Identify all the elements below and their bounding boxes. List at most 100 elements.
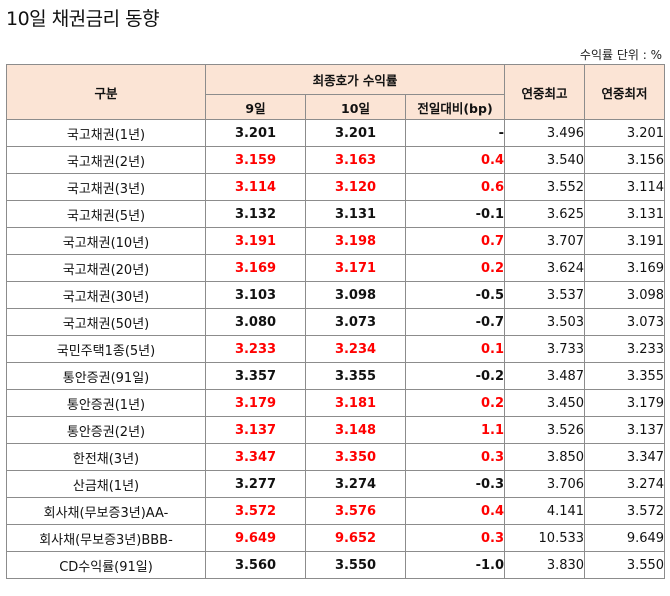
row-name: 회사채(무보증3년)AA- — [6, 497, 206, 525]
row-day10-yield: 3.550 — [305, 551, 406, 579]
header-day10: 10일 — [305, 94, 406, 120]
row-year-low: 3.274 — [584, 470, 666, 498]
header-year-high: 연중최고 — [504, 64, 586, 120]
row-year-high: 3.733 — [504, 335, 586, 363]
row-year-high: 3.850 — [504, 443, 586, 471]
row-day10-yield: 9.652 — [305, 524, 406, 552]
row-year-low: 3.347 — [584, 443, 666, 471]
row-year-low: 3.169 — [584, 254, 666, 282]
row-year-high: 3.496 — [504, 119, 586, 147]
row-day10-yield: 3.234 — [305, 335, 406, 363]
row-year-high: 4.141 — [504, 497, 586, 525]
table-body: 국고채권(1년) 3.201 3.201-3.496 3.201 국고채권(2년) 3.1… — [6, 119, 666, 579]
header-year-low: 연중최저 — [584, 64, 666, 120]
row-year-low: 3.098 — [584, 281, 666, 309]
row-name: 국민주택1종(5년) — [6, 335, 206, 363]
row-day9-yield: 9.649 — [205, 524, 306, 552]
table-row: 통안증권(91일) 3.357 3.355 -0.2 3.487 3.355 — [6, 362, 666, 390]
row-day9-yield: 3.169 — [205, 254, 306, 282]
row-year-low: 3.355 — [584, 362, 666, 390]
table-row: 국고채권(30년) 3.103 3.098 -0.5 3.537 3.098 — [6, 281, 666, 309]
row-year-low: 3.073 — [584, 308, 666, 336]
row-name: 한전채(3년) — [6, 443, 206, 471]
row-year-low: 3.191 — [584, 227, 666, 255]
row-day10-yield: 3.201 — [305, 119, 406, 147]
row-year-high: 3.526 — [504, 416, 586, 444]
row-year-high: 3.540 — [504, 146, 586, 174]
row-year-low: 3.131 — [584, 200, 666, 228]
table-row: 국고채권(3년) 3.114 3.120 0.6 3.552 3.114 — [6, 173, 666, 201]
subheader-row: 9일 10일 전일대비(bp) — [7, 94, 665, 120]
row-year-low: 3.156 — [584, 146, 666, 174]
table-row: 국고채권(1년) 3.201 3.201-3.496 3.201 — [6, 119, 666, 147]
row-name: CD수익률(91일) — [6, 551, 206, 579]
row-year-high: 10.533 — [504, 524, 586, 552]
row-day10-yield: 3.274 — [305, 470, 406, 498]
row-year-high: 3.624 — [504, 254, 586, 282]
row-year-high: 3.503 — [504, 308, 586, 336]
row-year-low: 9.649 — [584, 524, 666, 552]
row-year-high: 3.487 — [504, 362, 586, 390]
row-change: 0.4 — [404, 146, 506, 174]
row-day9-yield: 3.114 — [205, 173, 306, 201]
row-change: 0.3 — [404, 443, 506, 471]
row-year-low: 3.179 — [584, 389, 666, 417]
table-row: 국고채권(10년) 3.191 3.198 0.7 3.707 3.191 — [6, 227, 666, 255]
row-day9-yield: 3.201 — [205, 119, 306, 147]
row-name: 국고채권(3년) — [6, 173, 206, 201]
table-row: 국고채권(20년) 3.169 3.171 0.2 3.624 3.169 — [6, 254, 666, 282]
page-title: 10일 채권금리 동향 — [6, 8, 160, 30]
header-day9: 9일 — [205, 94, 306, 120]
row-day10-yield: 3.120 — [305, 173, 406, 201]
row-change: 0.7 — [404, 227, 506, 255]
row-name: 국고채권(5년) — [6, 200, 206, 228]
row-day9-yield: 3.347 — [205, 443, 306, 471]
table-row: 국고채권(5년) 3.132 3.131 -0.1 3.625 3.131 — [6, 200, 666, 228]
row-change: - — [404, 119, 506, 147]
row-day10-yield: 3.576 — [305, 497, 406, 525]
row-name: 국고채권(2년) — [6, 146, 206, 174]
row-year-high: 3.552 — [504, 173, 586, 201]
table-row: 통안증권(2년) 3.137 3.148 1.1 3.526 3.137 — [6, 416, 666, 444]
row-day9-yield: 3.277 — [205, 470, 306, 498]
row-year-low: 3.114 — [584, 173, 666, 201]
row-day10-yield: 3.350 — [305, 443, 406, 471]
row-change: 0.3 — [404, 524, 506, 552]
row-name: 회사채(무보증3년)BBB- — [6, 524, 206, 552]
row-day9-yield: 3.080 — [205, 308, 306, 336]
row-year-low: 3.201 — [584, 119, 666, 147]
table-row: 회사채(무보증3년)AA- 3.572 3.576 0.4 4.141 3.572 — [6, 497, 666, 525]
row-day9-yield: 3.179 — [205, 389, 306, 417]
row-year-high: 3.537 — [504, 281, 586, 309]
row-change: -0.2 — [404, 362, 506, 390]
row-day9-yield: 3.572 — [205, 497, 306, 525]
row-day10-yield: 3.355 — [305, 362, 406, 390]
row-name: 국고채권(30년) — [6, 281, 206, 309]
row-year-low: 3.233 — [584, 335, 666, 363]
row-name: 국고채권(50년) — [6, 308, 206, 336]
row-day9-yield: 3.357 — [205, 362, 306, 390]
row-day9-yield: 3.132 — [205, 200, 306, 228]
unit-note: 수익률 단위 : % — [579, 48, 662, 62]
table-row: 한전채(3년) 3.347 3.350 0.3 3.850 3.347 — [6, 443, 666, 471]
row-day10-yield: 3.198 — [305, 227, 406, 255]
row-change: 0.2 — [404, 389, 506, 417]
row-name: 국고채권(20년) — [6, 254, 206, 282]
row-name: 통안증권(91일) — [6, 362, 206, 390]
row-change: -0.1 — [404, 200, 506, 228]
row-day10-yield: 3.148 — [305, 416, 406, 444]
row-change: -0.5 — [404, 281, 506, 309]
row-change: 0.6 — [404, 173, 506, 201]
row-year-high: 3.830 — [504, 551, 586, 579]
row-year-high: 3.706 — [504, 470, 586, 498]
row-year-low: 3.550 — [584, 551, 666, 579]
row-year-low: 3.137 — [584, 416, 666, 444]
table-row: 산금채(1년) 3.277 3.274 -0.3 3.706 3.274 — [6, 470, 666, 498]
row-day9-yield: 3.103 — [205, 281, 306, 309]
row-day10-yield: 3.131 — [305, 200, 406, 228]
table-row: 국고채권(50년) 3.080 3.073 -0.7 3.503 3.073 — [6, 308, 666, 336]
row-day10-yield: 3.163 — [305, 146, 406, 174]
header-category: 구분 — [6, 64, 206, 120]
row-day9-yield: 3.233 — [205, 335, 306, 363]
table-row: CD수익률(91일) 3.560 3.550 -1.0 3.830 3.550 — [6, 551, 666, 579]
